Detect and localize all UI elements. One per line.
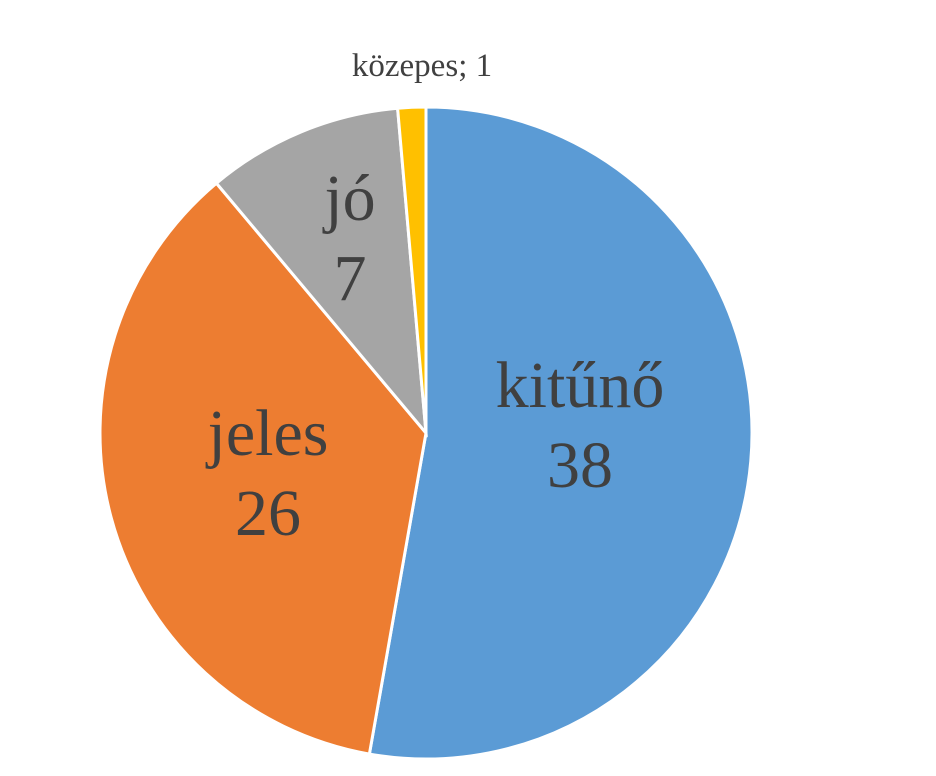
slice-value-label: 26 (235, 477, 301, 550)
pie-slice (367, 105, 754, 761)
slice-label: közepes; 1 (352, 48, 492, 84)
pie-slice (395, 105, 428, 434)
slice-category-label: közepes (352, 48, 458, 84)
slice-category-label: jó (322, 162, 375, 235)
slice-value-label: 1 (476, 48, 493, 84)
slice-value-label: 7 (334, 242, 367, 315)
slice-value-label: 38 (547, 429, 613, 502)
label-separator: ; (458, 48, 475, 84)
pie-slice (98, 181, 428, 756)
slice-category-label: jeles (206, 397, 329, 470)
pie-slice (214, 106, 428, 438)
slice-category-label: kitűnő (496, 349, 665, 422)
